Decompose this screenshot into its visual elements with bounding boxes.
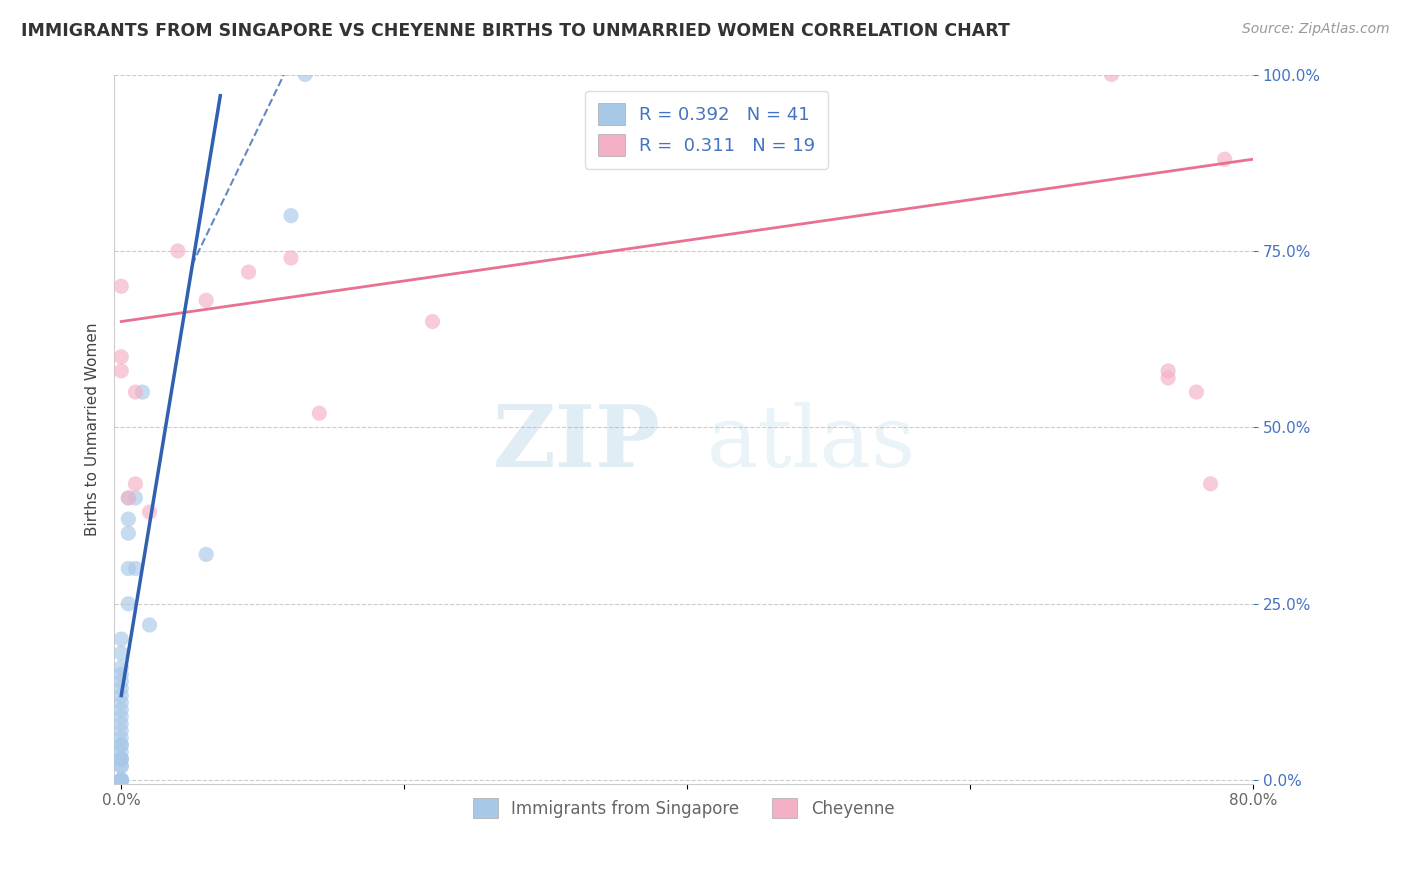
Point	[308, 406, 330, 420]
Point	[110, 759, 132, 773]
Point	[110, 773, 132, 788]
Point	[110, 745, 132, 759]
Point	[280, 209, 302, 223]
Point	[110, 709, 132, 723]
Point	[1101, 68, 1123, 82]
Point	[110, 660, 132, 674]
Point	[294, 68, 316, 82]
Point	[195, 293, 218, 308]
Point	[117, 597, 139, 611]
Point	[124, 385, 146, 400]
Point	[1185, 385, 1208, 400]
Point	[110, 731, 132, 745]
Point	[117, 512, 139, 526]
Point	[110, 773, 132, 788]
Text: Source: ZipAtlas.com: Source: ZipAtlas.com	[1241, 22, 1389, 37]
Point	[110, 350, 132, 364]
Point	[110, 773, 132, 788]
Point	[110, 716, 132, 731]
Point	[1157, 371, 1180, 385]
Point	[110, 773, 132, 788]
Point	[238, 265, 260, 279]
Point	[110, 703, 132, 717]
Point	[110, 279, 132, 293]
Text: atlas: atlas	[706, 401, 915, 485]
Point	[110, 696, 132, 710]
Point	[110, 681, 132, 696]
Point	[117, 526, 139, 541]
Point	[166, 244, 188, 258]
Text: ZIP: ZIP	[494, 401, 661, 485]
Point	[110, 752, 132, 766]
Point	[110, 773, 132, 788]
Point	[110, 632, 132, 646]
Point	[110, 752, 132, 766]
Point	[124, 561, 146, 575]
Point	[110, 738, 132, 752]
Point	[110, 738, 132, 752]
Legend: Immigrants from Singapore, Cheyenne: Immigrants from Singapore, Cheyenne	[465, 791, 901, 825]
Point	[117, 561, 139, 575]
Point	[280, 251, 302, 265]
Point	[422, 314, 444, 328]
Point	[110, 723, 132, 738]
Point	[117, 491, 139, 505]
Point	[1213, 152, 1236, 166]
Point	[110, 667, 132, 681]
Point	[110, 773, 132, 788]
Point	[110, 752, 132, 766]
Point	[131, 385, 153, 400]
Point	[195, 548, 218, 562]
Point	[138, 618, 160, 632]
Text: IMMIGRANTS FROM SINGAPORE VS CHEYENNE BIRTHS TO UNMARRIED WOMEN CORRELATION CHAR: IMMIGRANTS FROM SINGAPORE VS CHEYENNE BI…	[21, 22, 1010, 40]
Point	[110, 364, 132, 378]
Point	[110, 773, 132, 788]
Point	[110, 646, 132, 660]
Point	[110, 674, 132, 689]
Point	[124, 491, 146, 505]
Point	[110, 689, 132, 703]
Point	[110, 773, 132, 788]
Point	[1199, 476, 1222, 491]
Point	[124, 476, 146, 491]
Point	[1157, 364, 1180, 378]
Point	[117, 491, 139, 505]
Point	[138, 505, 160, 519]
Point	[110, 759, 132, 773]
Y-axis label: Births to Unmarried Women: Births to Unmarried Women	[86, 322, 100, 536]
